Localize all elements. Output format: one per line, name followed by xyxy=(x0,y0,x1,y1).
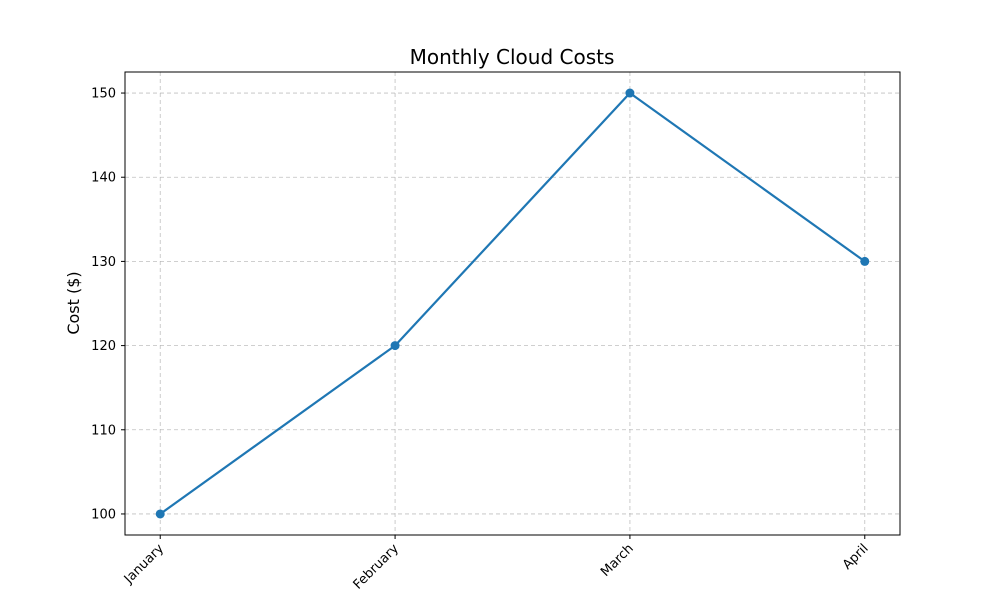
y-tick-label: 120 xyxy=(91,339,116,354)
y-tick-label: 150 xyxy=(91,87,116,102)
y-tick-label: 100 xyxy=(91,507,116,522)
y-tick-label: 130 xyxy=(91,255,116,270)
data-point xyxy=(155,509,165,519)
ticks-layer: 100 110 120 130 140 150 January February March Ap… xyxy=(91,87,871,593)
data-point xyxy=(390,341,400,351)
plot-frame xyxy=(124,71,901,536)
data-point xyxy=(860,256,870,266)
y-tick-label: 110 xyxy=(91,423,116,438)
x-tick-label: February xyxy=(351,541,403,593)
data-point xyxy=(625,88,635,98)
x-tick-label: January xyxy=(121,541,167,587)
y-tick-label: 140 xyxy=(91,171,116,186)
chart-title: Monthly Cloud Costs xyxy=(410,45,615,69)
x-tick-label: April xyxy=(840,541,872,573)
x-tick-label: March xyxy=(598,541,637,580)
grid-layer xyxy=(125,72,900,535)
series-line xyxy=(159,91,866,515)
y-axis-label: Cost ($) xyxy=(64,271,83,334)
series-layer xyxy=(155,88,870,519)
